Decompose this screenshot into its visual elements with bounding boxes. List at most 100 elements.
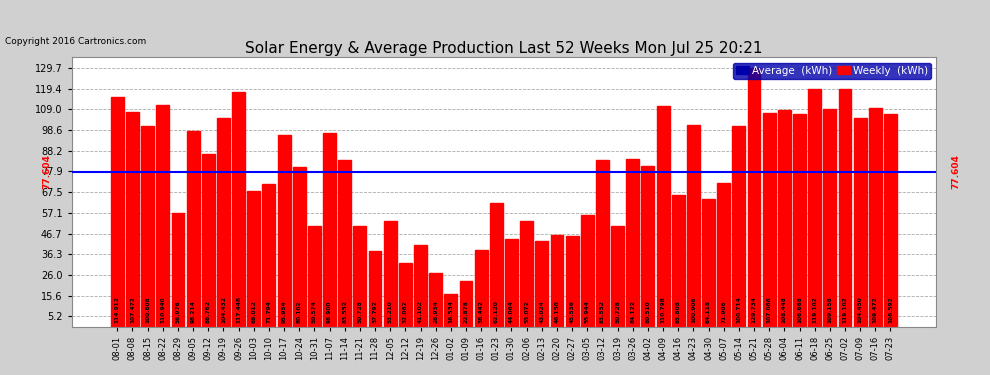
Text: 43.024: 43.024 [540,300,545,323]
Bar [627,159,640,327]
Bar [445,294,457,327]
Bar [490,203,503,327]
Bar [824,109,837,327]
Text: 107.066: 107.066 [766,296,771,323]
Bar [217,118,230,327]
Bar [839,89,851,327]
Text: 83.552: 83.552 [343,300,347,323]
Bar [611,225,624,327]
Bar [596,160,609,327]
Text: 119.102: 119.102 [812,296,817,323]
Bar [793,114,806,327]
Bar [733,126,745,327]
Bar [308,226,321,327]
Text: 104.450: 104.450 [857,296,862,323]
Bar [368,251,381,327]
Bar [656,106,669,327]
Text: 41.102: 41.102 [418,300,423,323]
Bar [778,110,791,327]
Text: 86.762: 86.762 [206,300,211,323]
Text: 107.472: 107.472 [130,296,135,323]
Text: 119.102: 119.102 [842,296,847,323]
Text: 84.122: 84.122 [631,300,636,323]
Bar [459,281,472,327]
Title: Solar Energy & Average Production Last 52 Weeks Mon Jul 25 20:21: Solar Energy & Average Production Last 5… [246,41,762,56]
Text: 71.794: 71.794 [266,300,271,323]
Bar [520,221,533,327]
Text: 95.954: 95.954 [281,300,286,323]
Text: 65.808: 65.808 [676,300,681,323]
Bar [111,98,124,327]
Text: 114.912: 114.912 [115,296,120,323]
Text: 80.102: 80.102 [297,300,302,323]
Text: 100.906: 100.906 [691,296,696,323]
Text: 53.210: 53.210 [388,300,393,323]
Text: 50.728: 50.728 [615,300,620,323]
Bar [853,118,866,327]
Bar [233,92,246,327]
Text: 109.472: 109.472 [873,296,878,323]
Bar [202,154,215,327]
Bar [430,273,443,327]
Text: 53.072: 53.072 [524,300,529,323]
Bar [277,135,290,327]
Text: 96.900: 96.900 [327,300,332,323]
Bar [762,113,775,327]
Text: 22.878: 22.878 [463,300,468,323]
Text: 106.668: 106.668 [797,296,802,323]
Bar [747,68,760,327]
Bar [399,263,412,327]
Text: 109.158: 109.158 [828,296,833,323]
Bar [642,166,654,327]
Bar [505,239,518,327]
Bar [581,215,594,327]
Bar [187,131,200,327]
Bar [536,241,548,327]
Bar [808,89,821,327]
Text: 68.012: 68.012 [251,300,256,323]
Text: 56.976: 56.976 [175,300,180,323]
Bar [565,236,578,327]
Bar [414,245,427,327]
Bar [171,213,184,327]
Text: 77.604: 77.604 [43,154,51,189]
Text: 104.432: 104.432 [221,296,226,323]
Bar [672,195,685,327]
Text: 45.536: 45.536 [569,300,574,323]
Bar [718,183,731,327]
Bar [323,134,336,327]
Text: 32.062: 32.062 [403,300,408,323]
Bar [884,114,897,327]
Text: 83.552: 83.552 [600,300,605,323]
Bar [126,112,139,327]
Bar [475,250,488,327]
Text: 108.448: 108.448 [782,296,787,323]
Bar [262,183,275,327]
Bar [687,125,700,327]
Text: 129.734: 129.734 [751,296,756,323]
Bar [702,199,715,327]
Text: 110.798: 110.798 [660,296,665,323]
Bar [353,225,366,327]
Text: 46.150: 46.150 [554,300,559,323]
Text: 106.592: 106.592 [888,296,893,323]
Text: 37.792: 37.792 [372,300,377,323]
Text: 98.214: 98.214 [191,300,196,323]
Text: 71.906: 71.906 [721,300,727,323]
Text: 16.534: 16.534 [448,300,453,323]
Bar [248,191,260,327]
Bar [339,160,351,327]
Legend: Average  (kWh), Weekly  (kWh): Average (kWh), Weekly (kWh) [733,63,931,79]
Text: 62.120: 62.120 [494,300,499,323]
Text: 117.448: 117.448 [236,296,242,323]
Text: 110.940: 110.940 [160,296,165,323]
Bar [293,167,306,327]
Bar [142,126,154,327]
Text: 77.604: 77.604 [951,154,960,189]
Text: 55.944: 55.944 [585,300,590,323]
Text: 50.574: 50.574 [312,300,317,323]
Text: 44.064: 44.064 [509,300,514,323]
Bar [550,235,563,327]
Bar [156,105,169,327]
Text: 50.728: 50.728 [357,300,362,323]
